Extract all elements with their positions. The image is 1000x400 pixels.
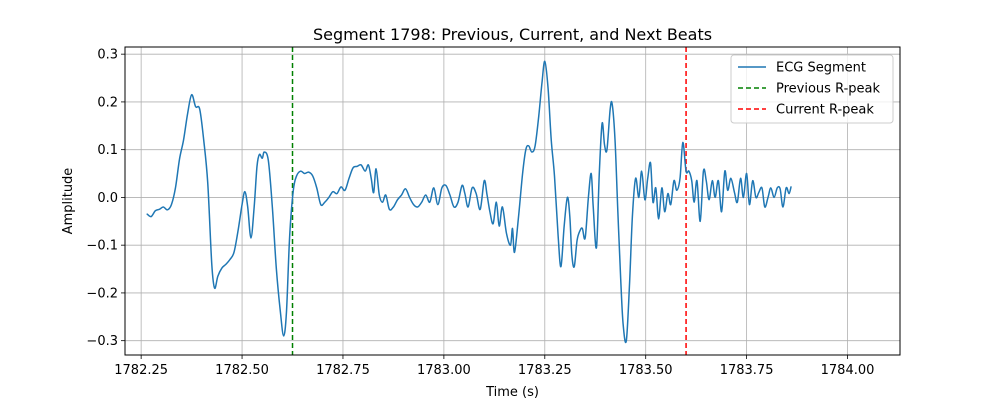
x-tick-label: 1782.50 xyxy=(215,363,269,378)
y-axis-ticks: −0.3 −0.2 −0.1 0.0 0.1 0.2 0.3 xyxy=(86,48,125,349)
y-tick-label: −0.3 xyxy=(86,334,118,349)
plot-frame xyxy=(124,46,901,356)
legend-box xyxy=(730,54,894,124)
y-tick-label: 0.1 xyxy=(97,143,118,158)
x-tick-label: 1783.75 xyxy=(720,363,774,378)
x-axis-label: Time (s) xyxy=(485,385,539,400)
x-tick-label: 1784.00 xyxy=(821,363,875,378)
y-tick-label: −0.1 xyxy=(86,239,118,254)
x-tick-label: 1783.00 xyxy=(417,363,471,378)
y-tick-label: 0.3 xyxy=(97,48,118,63)
x-tick-label: 1783.50 xyxy=(619,363,673,378)
y-tick-label: −0.2 xyxy=(86,286,118,301)
x-tick-label: 1782.25 xyxy=(114,363,168,378)
x-tick-label: 1782.75 xyxy=(316,363,370,378)
x-tick-label: 1783.25 xyxy=(518,363,572,378)
x-axis-ticks: 1782.25 1782.50 1782.75 1783.00 1783.25 1783.… xyxy=(114,355,874,378)
ecg-series-line xyxy=(146,60,792,344)
legend: ECG Segment Previous R-peak Current R-pe… xyxy=(730,54,894,124)
y-axis-label: Amplitude xyxy=(61,168,76,235)
legend-label-previous: Previous R-peak xyxy=(776,82,880,97)
chart-title: Segment 1798: Previous, Current, and Nex… xyxy=(313,25,712,44)
y-tick-label: 0.0 xyxy=(97,191,118,206)
legend-label-current: Current R-peak xyxy=(776,103,874,118)
legend-label-ecg: ECG Segment xyxy=(776,61,866,76)
y-tick-label: 0.2 xyxy=(97,95,118,110)
